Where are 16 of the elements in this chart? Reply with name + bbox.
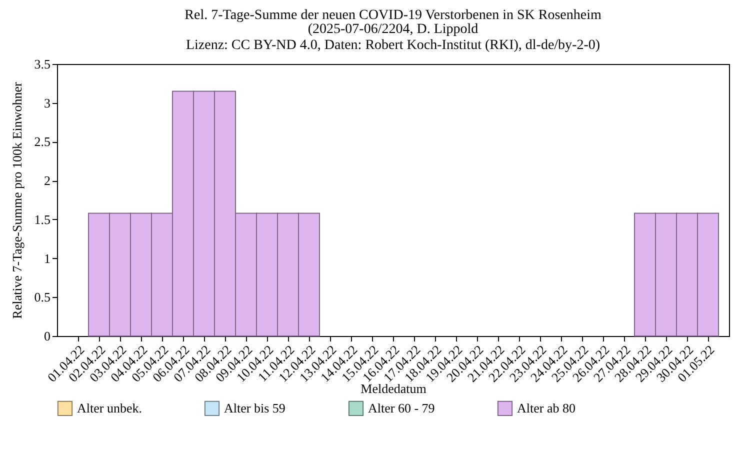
y-axis-title: Relative 7-Tage-Summe pro 100k Einwohner <box>9 82 24 319</box>
legend-label: Alter 60 - 79 <box>368 400 435 416</box>
y-tick-label: 3.5 <box>34 56 50 72</box>
chart-title: Rel. 7-Tage-Summe der neuen COVID-19 Verstorbenen in SK Rosenheim <box>184 8 602 23</box>
y-tick-label: 3 <box>44 95 50 110</box>
y-tick-label: 2 <box>44 173 50 188</box>
legend-label: Alter unbek. <box>77 400 142 416</box>
legend-label: Alter bis 59 <box>224 400 286 416</box>
y-tick-label: 0.5 <box>34 290 50 305</box>
y-tick-label: 2.5 <box>34 134 50 150</box>
legend-label: Alter ab 80 <box>517 400 576 416</box>
y-tick-label: 1.5 <box>34 212 50 227</box>
y-tick-label: 1 <box>44 250 50 266</box>
chart-subtitle: (2025-07-06/2204, D. Lippold Lizenz: CC BY-ND 4.0, Daten: Robert Koch-Institut (RKI), dl-de/by-2-0) <box>186 22 600 53</box>
x-axis-title: Meldedatum <box>360 380 426 396</box>
y-tick-label: 0 <box>44 328 50 344</box>
